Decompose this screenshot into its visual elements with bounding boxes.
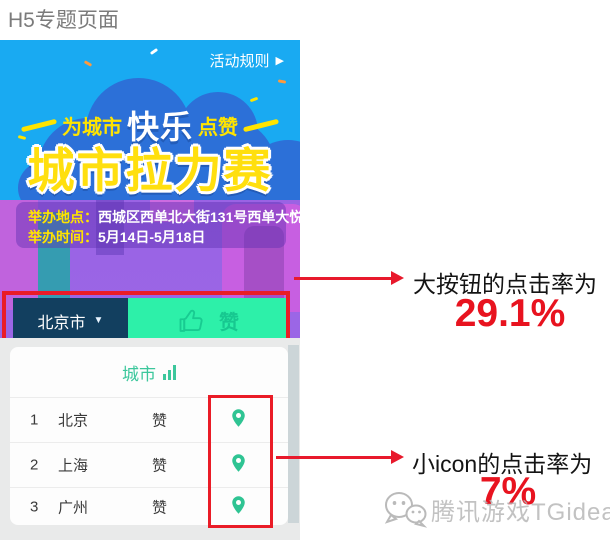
like-cell[interactable]: 赞 bbox=[152, 412, 168, 430]
chevron-down-icon: ▼ bbox=[93, 315, 104, 326]
highlight-box-vote-bar bbox=[2, 291, 290, 338]
watermark: 腾讯游戏TGideas bbox=[383, 489, 610, 529]
headline-emphasis: 快乐 bbox=[126, 109, 193, 145]
event-info-panel: 举办地点：西城区西单北大街131号西单大悦城 举办时间：5月14日-5月18日 bbox=[16, 202, 300, 248]
city-selector-button[interactable]: 北京市 ▼ bbox=[13, 298, 128, 338]
rank-cell: 3 bbox=[30, 498, 39, 516]
arrow-right-icon: ▶ bbox=[275, 55, 284, 67]
wechat-icon bbox=[383, 489, 427, 529]
like-cell[interactable]: 赞 bbox=[152, 457, 168, 475]
confetti-speck bbox=[277, 79, 287, 84]
slash-decoration bbox=[242, 118, 280, 132]
rank-cell: 1 bbox=[30, 411, 39, 429]
annotation-arrowhead-icon bbox=[391, 271, 404, 285]
table-row: 2 上海 赞 bbox=[10, 442, 288, 487]
city-selector-label: 北京市 bbox=[37, 314, 86, 332]
city-ranking-panel: 城市 1 北京 赞 2 上海 赞 bbox=[10, 347, 288, 525]
banner-headline: 为城市 快乐 点赞 bbox=[0, 102, 300, 148]
rules-link-label: 活动规则 bbox=[209, 53, 270, 70]
event-location-line: 举办地点：西城区西单北大街131号西单大悦城 bbox=[28, 207, 300, 227]
location-pin-icon[interactable] bbox=[231, 409, 247, 432]
time-label: 举办时间： bbox=[28, 229, 98, 245]
small-icon-ctr-label: 小icon的点击率为 bbox=[412, 451, 593, 477]
location-label: 举办地点： bbox=[28, 209, 98, 225]
campaign-title: 城市拉力赛 bbox=[27, 144, 273, 197]
event-time-line: 举办时间：5月14日-5月18日 bbox=[28, 227, 205, 247]
like-cell[interactable]: 赞 bbox=[152, 499, 168, 517]
location-value: 西城区西单北大街131号西单大悦城 bbox=[98, 209, 300, 225]
h5-page-preview: 活动规则 ▶ 为城市 快乐 点赞 城市拉力赛 举办地点：西城区西单北大街 bbox=[0, 40, 300, 540]
annotation-arrow-line bbox=[294, 277, 392, 280]
page-title: H5专题页面 bbox=[8, 9, 119, 32]
big-button-ctr-label: 大按钮的点击率为 bbox=[413, 271, 597, 297]
headline-pre: 为城市 bbox=[61, 116, 122, 139]
annotation-arrowhead-icon bbox=[391, 450, 404, 464]
watermark-text: 腾讯游戏TGideas bbox=[431, 498, 610, 526]
event-section: 举办地点：西城区西单北大街131号西单大悦城 举办时间：5月14日-5月18日 … bbox=[0, 200, 300, 338]
building-shape bbox=[38, 212, 70, 312]
city-cell: 北京 bbox=[58, 412, 89, 430]
scrollbar[interactable] bbox=[288, 345, 299, 523]
big-button-ctr-value: 29.1% bbox=[454, 292, 566, 335]
time-value: 5月14日-5月18日 bbox=[98, 229, 206, 245]
banner: 活动规则 ▶ 为城市 快乐 点赞 城市拉力赛 bbox=[0, 40, 300, 200]
vote-bar: 北京市 ▼ 赞 bbox=[13, 298, 288, 338]
ranking-area: 城市 1 北京 赞 2 上海 赞 bbox=[0, 338, 300, 540]
slash-decoration bbox=[20, 118, 58, 132]
table-row: 3 广州 赞 bbox=[10, 487, 288, 525]
ranking-header-label: 城市 bbox=[122, 364, 156, 384]
building-shape bbox=[96, 200, 124, 255]
confetti-speck bbox=[149, 47, 159, 56]
city-cell: 广州 bbox=[58, 499, 89, 517]
ranking-header: 城市 bbox=[10, 347, 288, 397]
building-shape bbox=[150, 200, 194, 222]
bar-chart-icon bbox=[163, 364, 176, 380]
like-button[interactable]: 赞 bbox=[128, 298, 288, 338]
headline-post: 点赞 bbox=[198, 116, 238, 139]
city-cell: 上海 bbox=[58, 457, 89, 475]
cloud-graphic bbox=[38, 78, 276, 200]
thumbs-up-icon bbox=[177, 307, 205, 335]
rank-cell: 2 bbox=[30, 456, 39, 474]
small-icon-ctr-value: 7% bbox=[479, 470, 537, 513]
location-pin-icon[interactable] bbox=[231, 454, 247, 477]
annotation-arrow-line bbox=[276, 456, 392, 459]
confetti-speck bbox=[83, 60, 93, 67]
location-pin-icon[interactable] bbox=[231, 496, 247, 519]
activity-rules-link[interactable]: 活动规则 ▶ bbox=[210, 50, 284, 71]
highlight-box-pin-column bbox=[208, 395, 273, 528]
table-row: 1 北京 赞 bbox=[10, 397, 288, 442]
like-button-label: 赞 bbox=[219, 312, 239, 334]
building-shape bbox=[244, 226, 284, 312]
